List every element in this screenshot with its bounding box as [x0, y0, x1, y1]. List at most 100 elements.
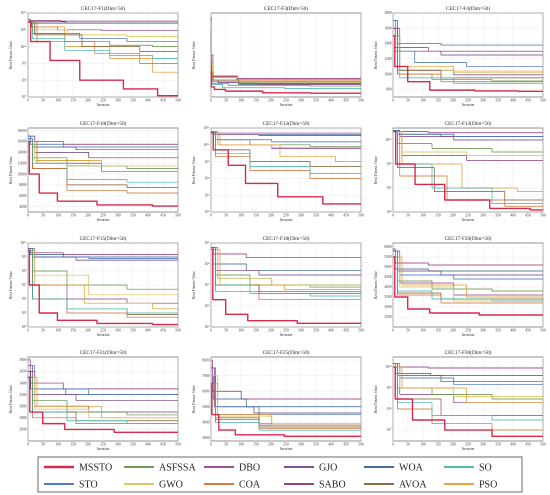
x-tick-label: 50 — [224, 329, 228, 333]
x-tick-label: 50 — [406, 329, 410, 333]
x-tick-label: 450 — [525, 329, 531, 333]
y-tick-label: 10⁹ — [387, 386, 393, 390]
y-tick-label: 2800 — [19, 416, 26, 420]
x-tick-label: 200 — [268, 329, 274, 333]
x-axis-label: Iteration — [97, 333, 110, 337]
x-tick-label: 300 — [298, 214, 304, 218]
x-tick-label: 500 — [358, 99, 364, 103]
x-tick-label: 200 — [268, 214, 274, 218]
series-line-pso — [211, 383, 361, 425]
series-line-mssto — [210, 71, 361, 94]
x-tick-label: 200 — [268, 99, 274, 103]
x-tick-label: 150 — [435, 99, 441, 103]
series-line-so — [393, 366, 543, 421]
chart-panel: CEC17-F10(Dim=50) 0 50 100 150 200 250 300 350 40… — [9, 120, 181, 222]
x-tick-label: 300 — [115, 329, 121, 333]
y-tick-label: 7000 — [202, 374, 209, 378]
series-line-sto — [28, 135, 178, 148]
x-tick-label: 50 — [41, 329, 45, 333]
chart-title: CEC17-F4(Dim=50) — [446, 5, 490, 12]
y-tick-label: 10¹⁰ — [385, 138, 392, 142]
series-line-pso — [210, 21, 361, 80]
series-line-pso — [393, 256, 543, 298]
y-tick-label: 10⁹ — [22, 255, 28, 259]
legend-label: MSSTO — [79, 463, 112, 474]
chart-title: CEC17-F18(Dim=50) — [263, 235, 310, 242]
y-tick-label: 10¹¹ — [21, 28, 27, 32]
x-tick-label: 200 — [268, 443, 274, 447]
x-tick-label: 100 — [55, 329, 61, 333]
x-tick-label: 100 — [55, 214, 61, 218]
y-tick-label: 3500 — [384, 295, 391, 299]
y-tick-label: 18000 — [18, 129, 27, 133]
series-line-mssto — [211, 132, 361, 205]
y-tick-label: 4000 — [384, 285, 391, 289]
x-tick-label: 350 — [495, 99, 501, 103]
y-axis-label: Best Fitness Value — [192, 271, 196, 299]
x-tick-label: 300 — [298, 99, 304, 103]
x-tick-label: 400 — [510, 329, 516, 333]
y-tick-label: 10¹⁰ — [20, 241, 27, 245]
x-axis-label: Iteration — [280, 333, 293, 337]
y-axis-label: Best Fitness Value — [9, 385, 13, 413]
chart-title: CEC17-F3(Dim=50) — [264, 5, 308, 12]
y-tick-label: 10⁴ — [22, 325, 28, 329]
x-tick-label: 450 — [343, 329, 349, 333]
x-tick-label: 250 — [283, 99, 289, 103]
series-line-sto — [211, 131, 361, 143]
x-tick-label: 350 — [313, 443, 319, 447]
y-tick-label: 10⁷ — [22, 95, 28, 99]
x-tick-label: 150 — [70, 99, 76, 103]
x-tick-label: 150 — [435, 214, 441, 218]
series-line-mssto — [393, 130, 543, 211]
y-tick-label: 10¹¹ — [204, 126, 210, 130]
y-tick-label: 10⁹ — [22, 62, 28, 66]
series-line-so — [28, 249, 178, 314]
x-tick-label: 450 — [525, 443, 531, 447]
y-axis-label: Best Fitness Value — [9, 271, 13, 299]
chart-title: CEC17-F10(Dim=50) — [80, 120, 127, 127]
y-tick-label: 6000 — [202, 389, 209, 393]
x-tick-label: 0 — [392, 443, 394, 447]
y-tick-label: 10¹⁰ — [20, 45, 27, 49]
x-tick-label: 200 — [85, 214, 91, 218]
series-line-mssto — [393, 35, 543, 92]
x-tick-label: 450 — [160, 99, 166, 103]
x-tick-label: 250 — [283, 329, 289, 333]
x-tick-label: 400 — [510, 99, 516, 103]
x-tick-label: 350 — [495, 443, 501, 447]
chart-title: CEC17-F13(Dim=50) — [445, 120, 492, 127]
series-line-so — [28, 21, 178, 59]
x-tick-label: 200 — [450, 443, 456, 447]
y-tick-label: 10⁶ — [205, 304, 211, 308]
y-tick-label: 4000 — [202, 421, 209, 425]
y-tick-label: 1200 — [384, 57, 391, 61]
legend-label: ASFSSA — [159, 463, 196, 474]
x-tick-label: 250 — [100, 443, 106, 447]
y-tick-label: 10⁵ — [205, 325, 211, 329]
y-tick-label: 1800 — [384, 11, 391, 15]
legend-label: AVOA — [399, 480, 427, 491]
legend-box — [37, 456, 523, 493]
x-tick-label: 100 — [420, 214, 426, 218]
chart-title: CEC17-F15(Dim=50) — [80, 235, 127, 242]
x-tick-label: 500 — [175, 99, 181, 103]
series-line-avoa — [28, 21, 178, 53]
y-tick-label: 10⁶ — [387, 186, 393, 190]
x-tick-label: 450 — [160, 329, 166, 333]
y-tick-label: 1600 — [384, 26, 391, 30]
y-tick-label: 10¹² — [21, 11, 27, 15]
x-axis-label: Iteration — [280, 218, 293, 222]
x-tick-label: 250 — [465, 214, 471, 218]
x-tick-label: 250 — [100, 214, 106, 218]
series-line-coa — [28, 21, 178, 64]
y-tick-label: 6000 — [384, 245, 391, 249]
y-tick-label: 10⁹ — [205, 160, 211, 164]
y-tick-label: 16000 — [18, 140, 27, 144]
y-tick-label: 10⁹ — [205, 241, 211, 245]
chart-title: CEC17-F21(Dim=50) — [80, 349, 127, 356]
series-line-mssto — [28, 376, 178, 434]
y-tick-label: 10⁸ — [22, 269, 28, 273]
y-tick-label: 1400 — [384, 42, 391, 46]
